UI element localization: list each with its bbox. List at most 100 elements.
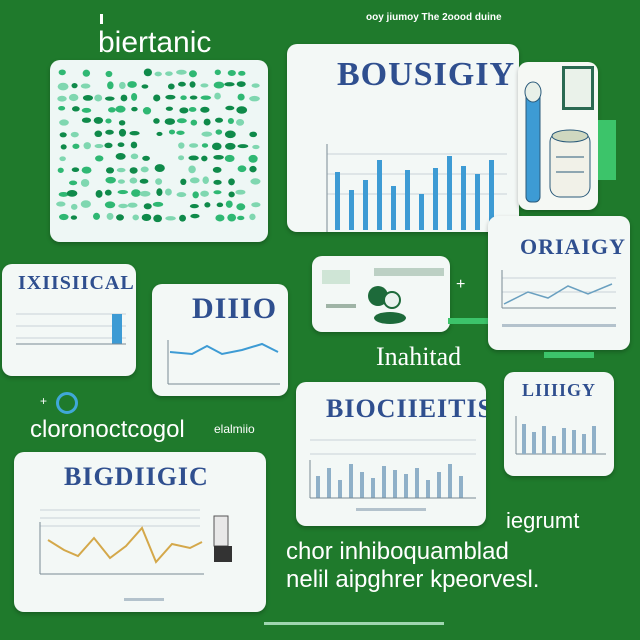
pattern-dot xyxy=(213,190,222,195)
pattern-dot xyxy=(82,69,91,77)
pattern-dot xyxy=(188,155,199,161)
pattern-dot xyxy=(130,153,139,160)
pattern-dot xyxy=(154,71,162,77)
pattern-dot xyxy=(80,200,91,208)
pattern-dot xyxy=(227,117,234,124)
pattern-dot xyxy=(164,188,172,196)
pattern-dot xyxy=(213,81,225,89)
card-title: IXIISIICAL xyxy=(18,272,135,294)
pattern-dot xyxy=(164,118,176,125)
pattern-dot xyxy=(80,179,90,187)
mini-area-chart xyxy=(501,270,616,327)
pattern-dot xyxy=(129,131,140,136)
card-title: LIIIIGY xyxy=(522,380,597,400)
bar xyxy=(391,186,396,230)
pattern-dot xyxy=(105,176,116,184)
dot-pattern-card xyxy=(50,60,268,242)
pattern-dot xyxy=(59,156,66,162)
pattern-dot xyxy=(68,93,79,102)
bar xyxy=(572,430,576,454)
pattern-dot xyxy=(235,189,246,195)
bar-chart-small xyxy=(515,416,606,455)
pattern-dot xyxy=(60,144,67,150)
pattern-dot xyxy=(237,165,247,173)
pattern-dot xyxy=(58,105,66,111)
pattern-dot xyxy=(104,189,112,196)
bar xyxy=(349,190,354,230)
pattern-dot xyxy=(94,94,103,102)
pattern-dot xyxy=(189,177,200,184)
pattern-dot xyxy=(155,178,163,185)
pattern-dot xyxy=(71,106,80,112)
pattern-dot xyxy=(142,155,150,161)
pattern-dot xyxy=(118,203,128,209)
bar xyxy=(338,480,342,498)
pattern-dot xyxy=(139,178,149,184)
pattern-dot xyxy=(189,203,199,209)
bottle-icon xyxy=(524,81,591,203)
pattern-dot xyxy=(117,179,125,184)
pattern-dot xyxy=(190,119,198,126)
bar xyxy=(316,476,320,498)
pattern-dot xyxy=(129,167,138,174)
pattern-dot xyxy=(70,203,78,210)
pattern-dot xyxy=(95,155,104,162)
pattern-dot xyxy=(176,69,187,75)
pattern-dot xyxy=(227,213,237,222)
pattern-dot xyxy=(132,214,139,221)
pattern-dot xyxy=(127,202,138,208)
pattern-dot xyxy=(213,179,222,185)
bottom-line-1: chor inhiboquamblad xyxy=(286,538,509,565)
pattern-dot xyxy=(127,81,137,88)
pattern-dot xyxy=(140,166,149,173)
pattern-dot xyxy=(237,93,245,101)
pattern-dot xyxy=(115,153,126,160)
bar xyxy=(489,160,494,230)
bar xyxy=(461,166,466,230)
pattern-dot xyxy=(251,83,260,88)
pattern-dot xyxy=(143,203,152,210)
pattern-dot xyxy=(80,83,91,89)
pattern-dot xyxy=(131,189,141,197)
bar-chart-card-top: BOUSIGIY xyxy=(287,44,519,232)
pattern-dot xyxy=(130,141,138,149)
bar xyxy=(592,426,596,454)
bar xyxy=(475,174,480,230)
pattern-dot xyxy=(117,142,125,148)
pattern-dot xyxy=(59,213,69,221)
pattern-dot xyxy=(107,81,114,90)
pattern-dot xyxy=(95,189,103,198)
card-title: BOUSIGIY xyxy=(337,56,516,93)
bar xyxy=(377,160,382,230)
pattern-dot xyxy=(236,203,246,211)
pattern-dot xyxy=(71,167,80,173)
pattern-dot xyxy=(104,201,116,209)
pattern-dot xyxy=(120,94,128,102)
pattern-dot xyxy=(81,107,92,113)
plus-icon: + xyxy=(456,276,466,293)
pattern-dot xyxy=(211,142,222,151)
pattern-dot xyxy=(105,129,114,135)
pattern-dot xyxy=(131,93,138,101)
pattern-dot xyxy=(188,70,197,78)
pattern-dot xyxy=(188,106,197,112)
bar xyxy=(437,472,441,498)
top-right-caption: ooy jiumoy The 2oood duine xyxy=(366,12,502,23)
pattern-dot xyxy=(81,166,92,174)
frame-icon xyxy=(562,66,594,110)
pattern-dot xyxy=(178,142,185,149)
mini-chart-left xyxy=(16,313,126,345)
circle-marker-icon xyxy=(56,392,78,414)
bar xyxy=(393,470,397,498)
pattern-dot xyxy=(152,201,164,207)
pattern-dot xyxy=(224,82,235,87)
pattern-dot xyxy=(83,142,91,150)
pattern-dot xyxy=(188,165,196,174)
pattern-dot xyxy=(189,143,199,148)
dot-pattern xyxy=(56,68,261,223)
pattern-dot xyxy=(178,81,186,87)
bar xyxy=(459,476,463,498)
bar-chart-card-bio: BIOCIIEITIS xyxy=(296,382,486,526)
pattern-dot xyxy=(251,202,261,208)
pattern-dot xyxy=(94,130,103,138)
